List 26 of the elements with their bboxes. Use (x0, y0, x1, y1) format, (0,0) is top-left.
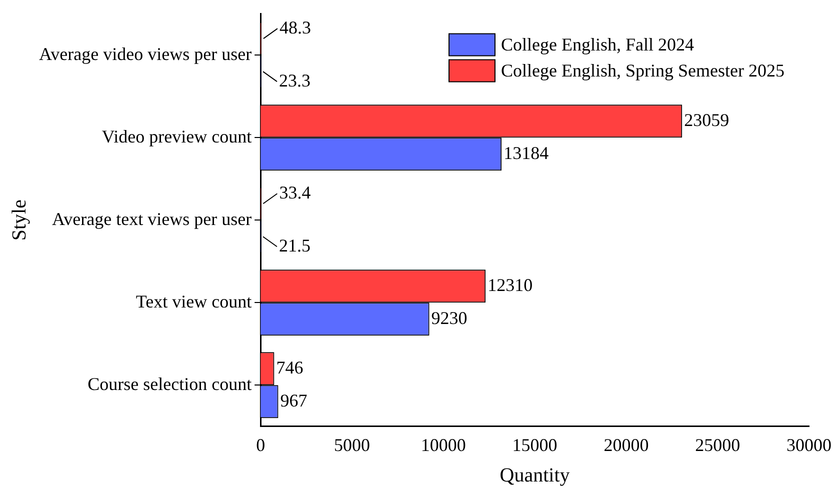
y-tick-label: Average video views per user (38, 44, 252, 64)
y-tick-label: Course selection count (88, 374, 252, 394)
data-label: 13184 (504, 142, 549, 163)
data-label: 21.5 (278, 235, 310, 256)
x-tick-label: 5000 (334, 434, 370, 455)
data-label: 48.3 (279, 17, 311, 38)
data-label: 23.3 (279, 70, 311, 90)
x-tick-label: 25000 (695, 434, 740, 455)
data-label: 746 (276, 357, 304, 378)
x-axis-title: Quantity (500, 464, 570, 486)
x-tick-label: 0 (256, 434, 266, 455)
y-tick-label: Average text views per user (52, 208, 252, 229)
x-tick-label: 10000 (420, 434, 466, 455)
data-label: 9230 (431, 308, 468, 328)
data-label: 23059 (684, 110, 730, 130)
y-axis-title: Style (8, 199, 30, 241)
legend-label: College English, Fall 2024 (501, 34, 694, 55)
legend-label: College English, Spring Semester 2025 (501, 60, 784, 81)
x-tick-label: 30000 (786, 434, 832, 455)
data-label: 33.4 (279, 182, 311, 202)
x-tick-label: 20000 (604, 434, 649, 455)
data-label: 967 (280, 390, 308, 410)
y-tick-label: Video preview count (102, 126, 252, 146)
y-tick-label: Text view count (136, 291, 252, 312)
x-tick-label: 15000 (512, 434, 558, 455)
data-label: 12310 (488, 274, 533, 295)
